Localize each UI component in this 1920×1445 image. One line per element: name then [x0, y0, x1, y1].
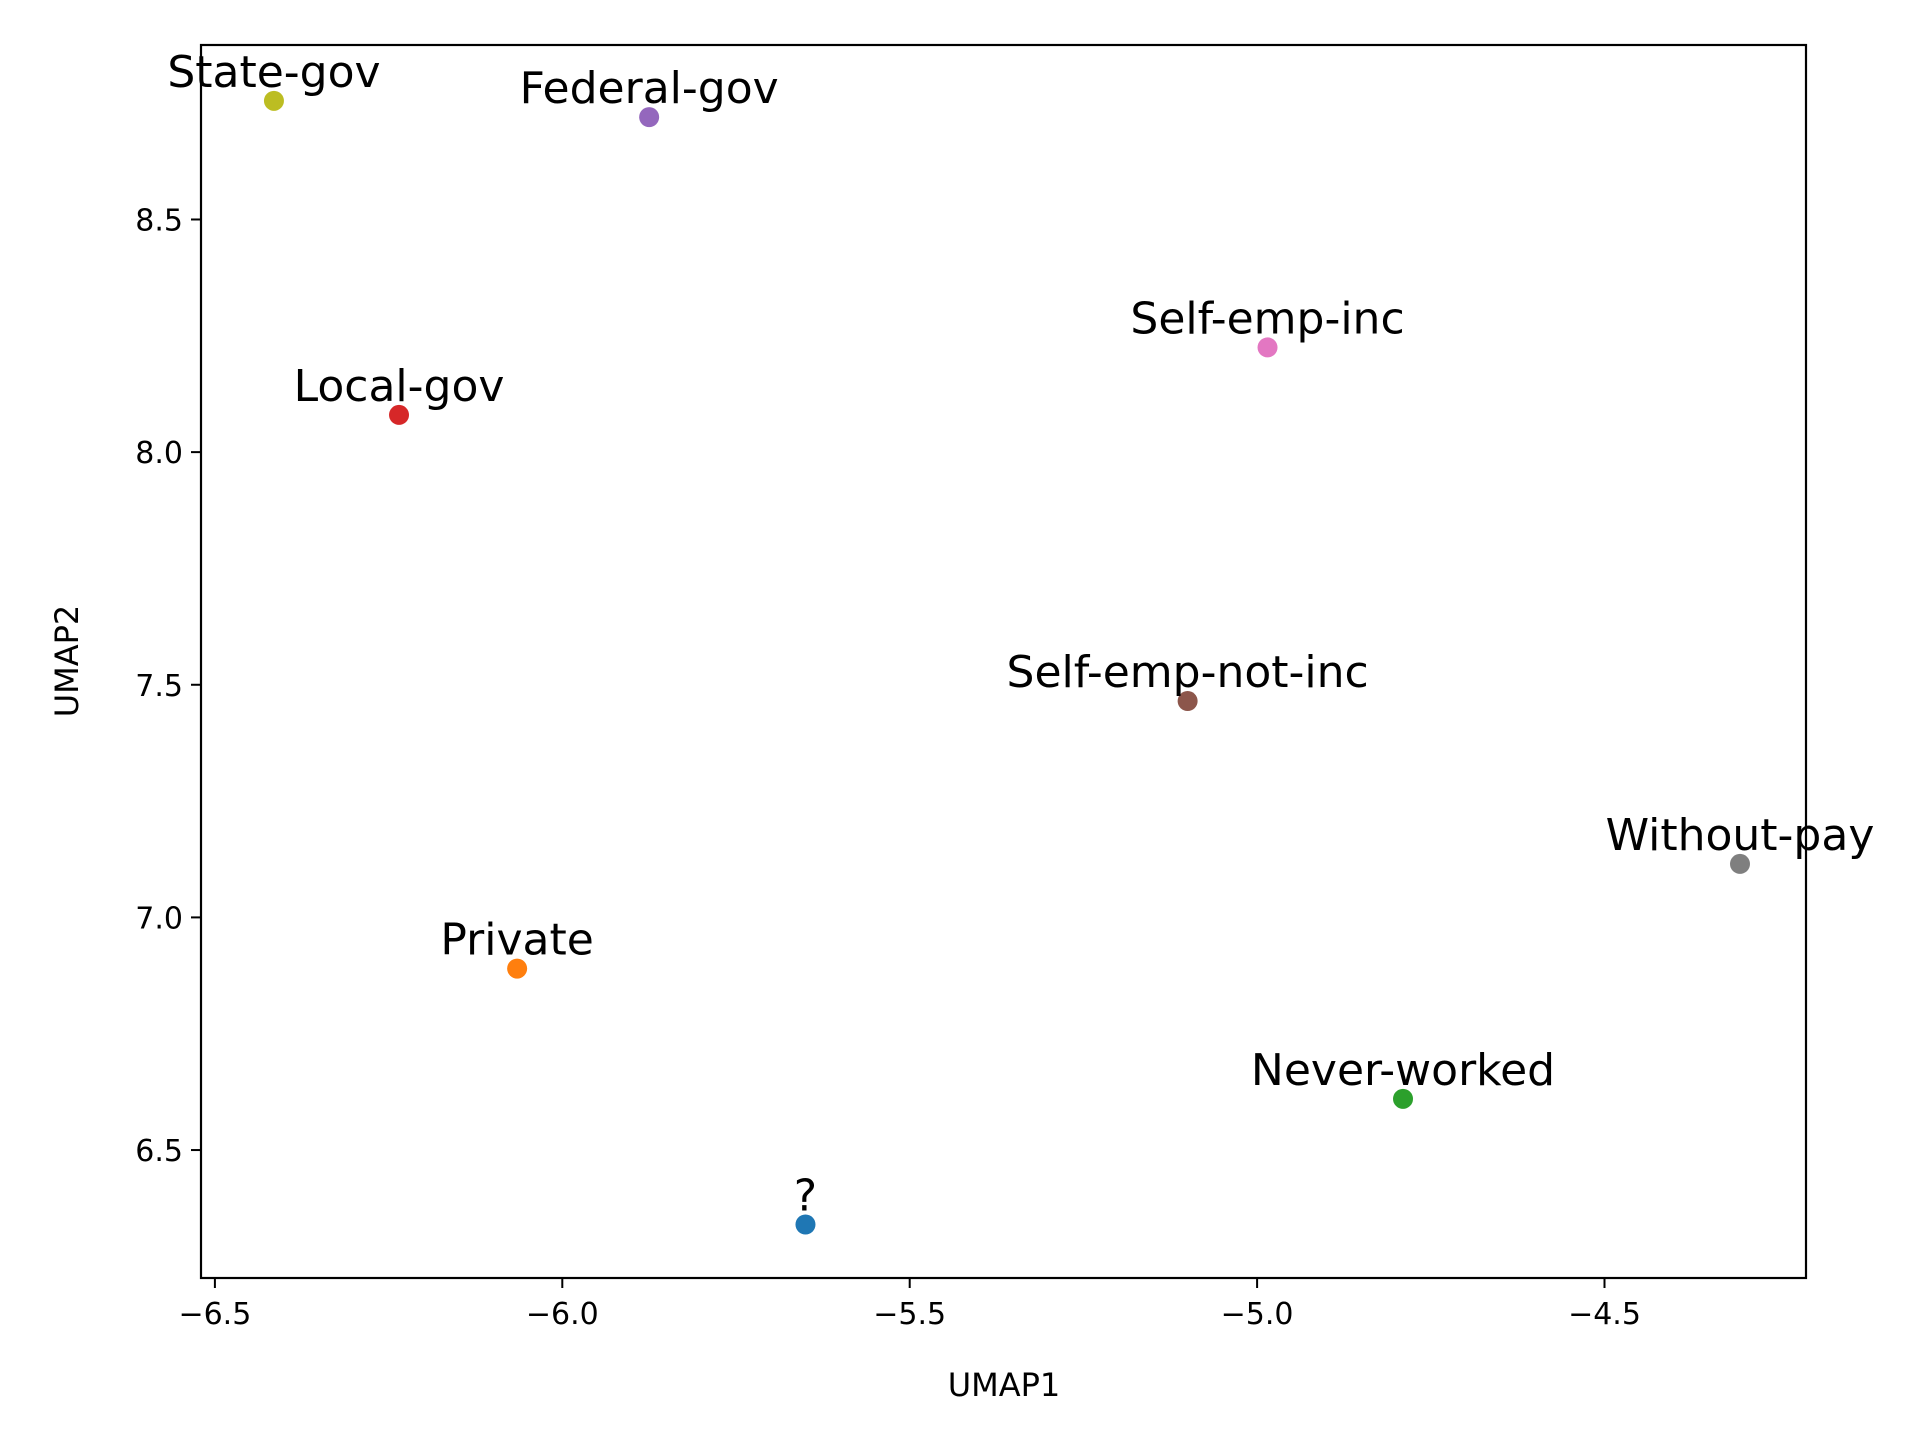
scatter-point	[507, 958, 528, 979]
y-tick-label: 7.0	[135, 901, 183, 936]
scatter-point	[263, 90, 284, 111]
point-label: Without-pay	[1606, 810, 1875, 861]
scatter-point	[1177, 691, 1198, 712]
x-tick-label: −6.0	[526, 1297, 599, 1332]
y-axis-label: UMAP2	[48, 605, 86, 718]
plot-area-frame	[199, 43, 1808, 1280]
point-label: Private	[440, 915, 593, 966]
scatter-point	[795, 1214, 816, 1235]
point-label: Self-emp-inc	[1130, 293, 1404, 344]
point-label: ?	[794, 1170, 817, 1221]
x-tick-label: −4.5	[1568, 1297, 1641, 1332]
point-label: Local-gov	[294, 361, 505, 412]
scatter-point	[1257, 337, 1278, 358]
points-layer	[263, 90, 1750, 1235]
x-tick-label: −6.5	[178, 1297, 251, 1332]
x-tick-label: −5.0	[1221, 1297, 1294, 1332]
x-axis-label: UMAP1	[948, 1366, 1061, 1404]
y-tick-label: 8.5	[135, 203, 183, 238]
point-label: State-gov	[167, 47, 380, 98]
point-labels-layer: State-gov Federal-gov Self-emp-inc Local-go…	[167, 47, 1874, 1222]
scatter-point	[389, 404, 410, 425]
point-label: Self-emp-not-inc	[1007, 647, 1369, 698]
scatter-point	[1729, 853, 1750, 874]
scatter-point	[1393, 1088, 1414, 1109]
scatter-point	[639, 107, 660, 128]
point-label: Never-worked	[1251, 1045, 1555, 1096]
y-tick-label: 6.5	[135, 1134, 183, 1169]
point-label: Federal-gov	[520, 63, 779, 114]
x-tick-label: −5.5	[873, 1297, 946, 1332]
y-tick-label: 7.5	[135, 669, 183, 704]
ticks-layer: −6.5 −6.0 −5.5 −5.0 −4.5 6.5 7.0 7.5 8.0 8.5	[135, 203, 1641, 1332]
y-tick-label: 8.0	[135, 436, 183, 471]
